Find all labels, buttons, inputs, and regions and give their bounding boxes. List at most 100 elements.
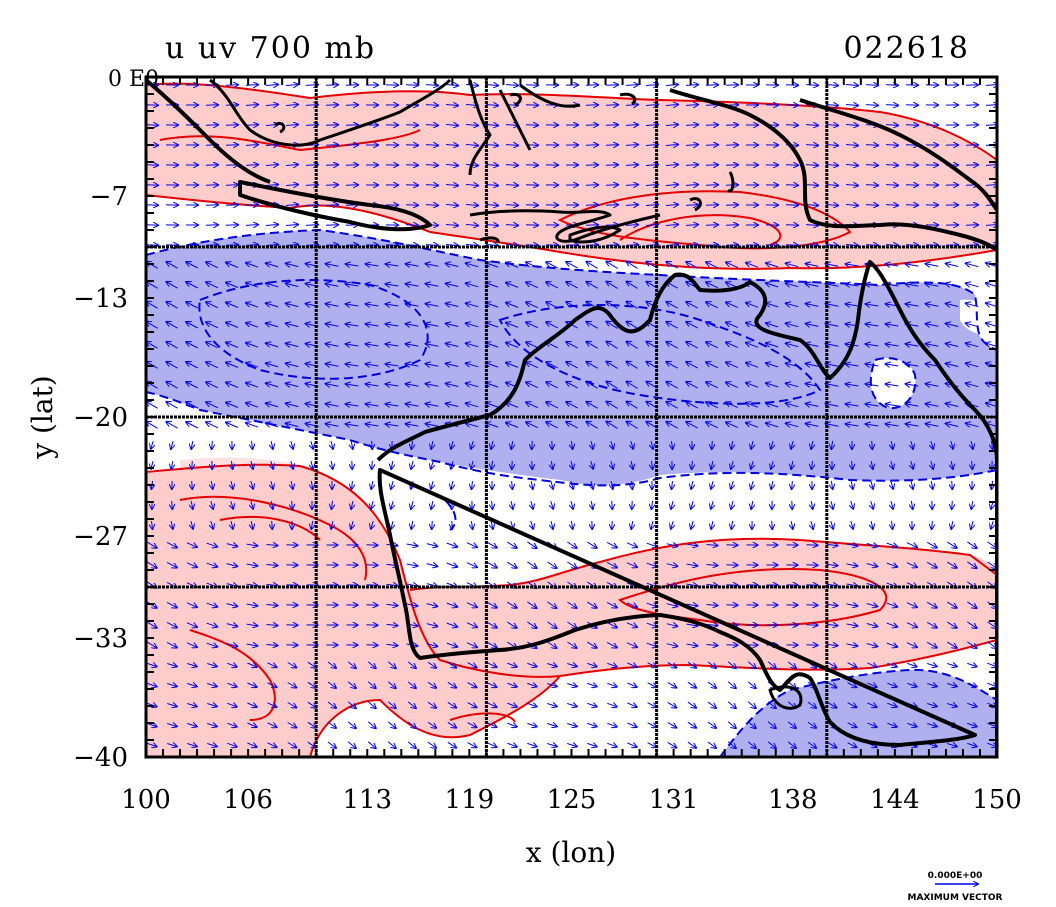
wind-vector <box>231 520 233 529</box>
wind-vector <box>626 562 637 567</box>
wind-vector <box>625 105 638 106</box>
wind-vector <box>705 205 718 206</box>
wind-vector <box>485 85 498 86</box>
wind-vector <box>866 324 879 326</box>
wind-vector <box>906 424 919 426</box>
wind-vector <box>726 262 739 269</box>
wind-vector <box>146 205 158 206</box>
wind-vector <box>826 284 839 286</box>
wind-vector <box>547 621 557 628</box>
wind-vector <box>246 423 259 428</box>
wind-vector <box>426 344 439 347</box>
wind-vector <box>146 105 158 106</box>
wind-vector <box>665 85 678 86</box>
wind-vector <box>305 185 318 186</box>
wind-vector <box>147 621 156 628</box>
wind-vector <box>626 642 637 647</box>
wind-vector <box>411 460 413 469</box>
wind-vector <box>625 145 638 146</box>
wind-vector <box>946 284 959 287</box>
wind-vector <box>351 521 353 529</box>
x-tick-label: 131 <box>649 785 699 815</box>
wind-vector <box>426 304 439 307</box>
wind-vector <box>525 245 538 246</box>
wind-vector <box>705 85 718 86</box>
wind-vector <box>966 283 979 286</box>
wind-vector <box>826 404 839 406</box>
wind-vector <box>627 763 636 767</box>
wind-vector <box>666 342 678 349</box>
wind-vector <box>672 480 673 489</box>
wind-vector <box>825 165 838 166</box>
wind-vector <box>186 342 199 349</box>
wind-vector <box>265 85 278 86</box>
wind-vector <box>892 520 893 529</box>
wind-vector <box>825 105 838 106</box>
wind-vector <box>586 322 598 329</box>
wind-vector <box>826 604 838 605</box>
wind-vector <box>606 621 617 627</box>
wind-vector <box>171 520 173 529</box>
wind-vector <box>271 461 273 469</box>
wind-vector <box>748 762 756 768</box>
wind-vector <box>186 282 199 289</box>
wind-vector <box>971 501 972 509</box>
wind-vector <box>771 461 773 469</box>
wind-vector <box>652 460 653 469</box>
x-tick-label: 100 <box>121 785 171 815</box>
wind-vector <box>471 441 473 449</box>
wind-vector <box>571 500 573 509</box>
wind-vector <box>265 165 278 166</box>
wind-vector <box>206 603 217 607</box>
wind-vector <box>846 644 858 646</box>
wind-vector <box>245 225 258 226</box>
wind-vector <box>146 165 158 166</box>
wind-vector <box>366 344 379 346</box>
wind-vector <box>405 85 418 86</box>
wind-vector <box>426 604 438 607</box>
wind-vector <box>466 263 479 267</box>
wind-vector <box>931 481 932 489</box>
wind-vector <box>971 440 973 449</box>
wind-vector <box>507 621 516 628</box>
wind-vector <box>805 185 818 186</box>
wind-vector <box>331 440 333 449</box>
wind-vector <box>286 303 299 306</box>
wind-vector <box>366 284 379 286</box>
wind-vector <box>726 382 739 389</box>
wind-vector <box>147 541 156 548</box>
wind-vector <box>485 105 498 106</box>
wind-vector <box>406 324 419 326</box>
wind-vector <box>931 460 933 469</box>
wind-vector <box>951 460 953 469</box>
wind-vector <box>851 521 853 529</box>
wind-vector <box>526 302 539 309</box>
wind-vector <box>926 324 939 326</box>
wind-vector <box>146 185 158 186</box>
wind-vector <box>708 762 716 768</box>
wind-vector <box>406 564 418 566</box>
wind-vector <box>726 362 739 369</box>
wind-vector <box>391 480 393 489</box>
wind-vector <box>645 245 658 246</box>
wind-vector <box>591 481 593 489</box>
wind-vector <box>686 342 698 349</box>
wind-vector <box>586 262 598 269</box>
wind-vector <box>946 264 959 267</box>
wind-vector <box>911 500 912 509</box>
wind-vector <box>231 480 233 489</box>
wind-vector <box>947 561 956 568</box>
x-tick-label: 125 <box>547 785 597 815</box>
wind-vector <box>705 145 718 146</box>
wind-vector <box>166 382 178 389</box>
wind-vector <box>186 562 197 567</box>
wind-vector <box>947 764 957 767</box>
wind-vector <box>992 440 993 449</box>
wind-vector <box>566 402 578 409</box>
wind-vector <box>947 621 956 628</box>
wind-vector <box>665 185 678 186</box>
wind-vector <box>265 245 278 246</box>
wind-vector <box>786 363 799 366</box>
wind-vector <box>825 145 838 146</box>
